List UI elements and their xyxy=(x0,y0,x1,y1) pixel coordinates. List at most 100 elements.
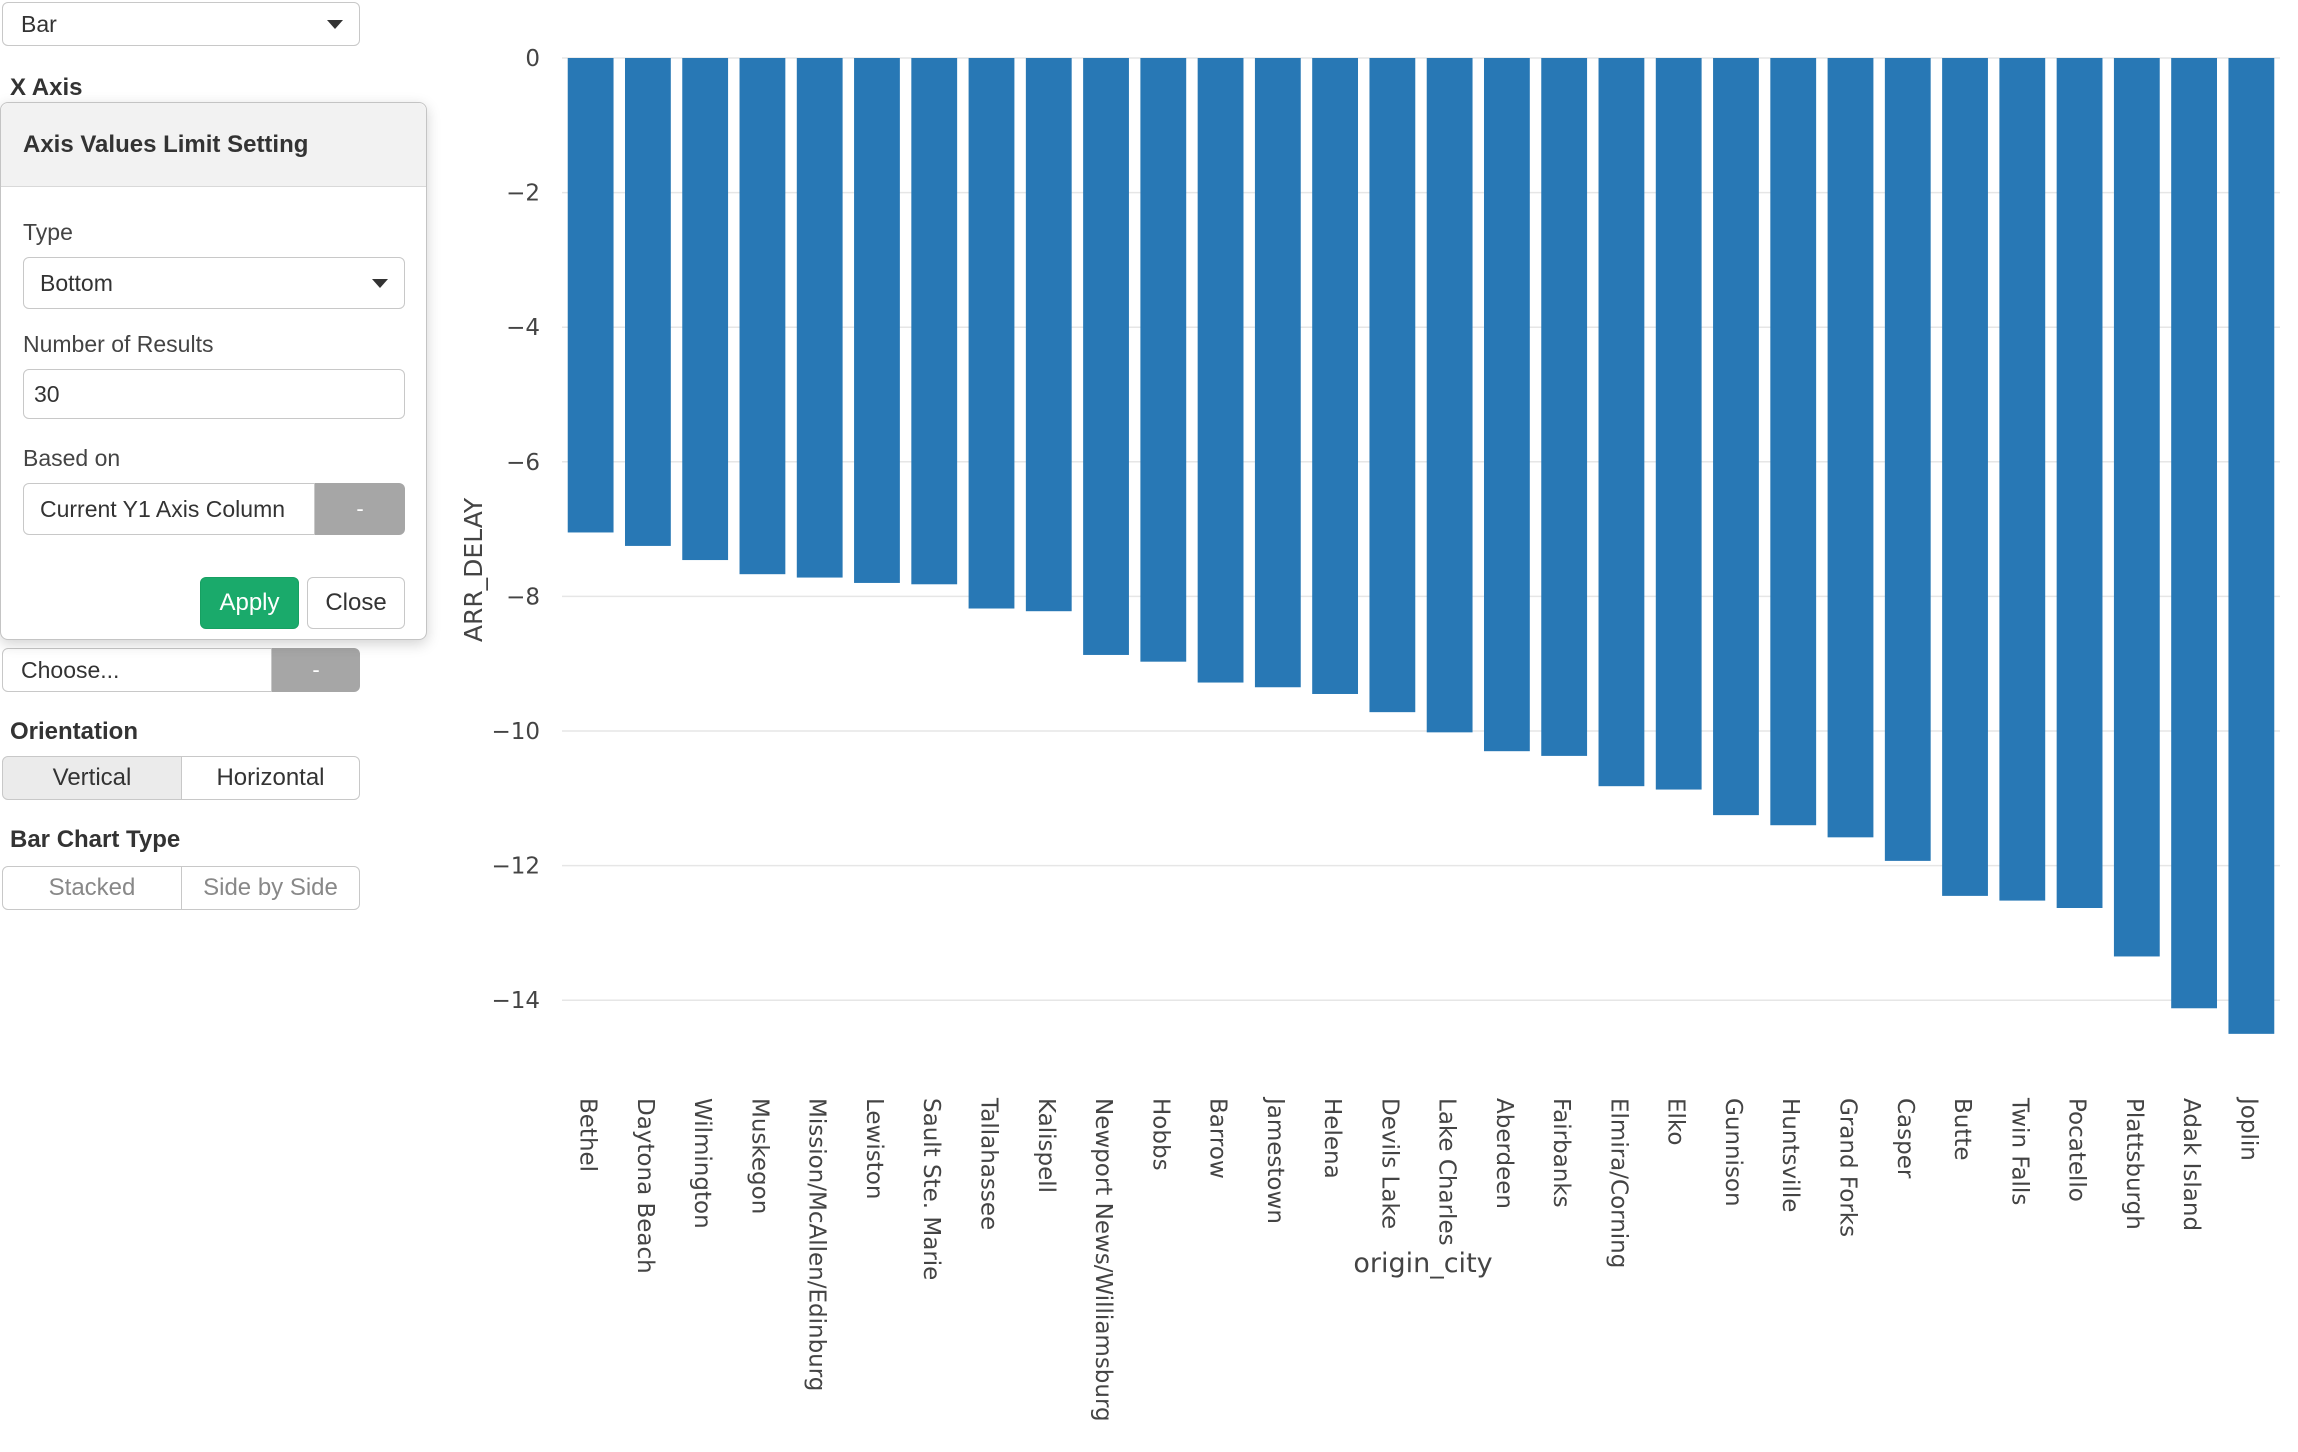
x-tick-label: Joplin xyxy=(2235,1096,2261,1161)
x-tick-label: Lake Charles xyxy=(1434,1098,1460,1246)
based-on-select[interactable]: Current Y1 Axis Column xyxy=(23,483,315,535)
y-tick-label: 0 xyxy=(525,46,540,72)
x-tick-label: Pocatello xyxy=(2064,1098,2090,1202)
bar[interactable] xyxy=(1942,58,1988,896)
bar[interactable] xyxy=(1884,58,1931,861)
bar[interactable] xyxy=(1369,58,1416,713)
y-tick-label: −2 xyxy=(506,181,540,207)
y-tick-label: −4 xyxy=(506,315,540,341)
bar[interactable] xyxy=(624,58,671,546)
bar[interactable] xyxy=(1713,58,1759,816)
chevron-down-icon xyxy=(327,20,343,29)
bar[interactable] xyxy=(854,58,900,583)
bar[interactable] xyxy=(1655,58,1702,790)
number-of-results-input[interactable]: 30 xyxy=(23,369,405,419)
bar-type-side-by-side-button[interactable]: Side by Side xyxy=(181,866,360,910)
bar[interactable] xyxy=(1999,58,2046,901)
x-tick-label: Wilmington xyxy=(689,1098,715,1229)
x-tick-label: Gunnison xyxy=(1720,1098,1746,1207)
x-tick-label: Barrow xyxy=(1205,1098,1231,1179)
bar[interactable] xyxy=(2113,58,2160,957)
bar[interactable] xyxy=(1140,58,1187,662)
x-tick-label: Casper xyxy=(1892,1098,1918,1179)
x-tick-label: Plattsburgh xyxy=(2121,1098,2147,1230)
x-tick-label: Huntsville xyxy=(1777,1098,1803,1212)
x-tick-label: Adak Island xyxy=(2178,1098,2204,1231)
bar[interactable] xyxy=(1254,58,1301,688)
orientation-vertical-button[interactable]: Vertical xyxy=(2,756,182,800)
apply-button[interactable]: Apply xyxy=(200,577,299,629)
x-axis-label: X Axis xyxy=(10,74,83,101)
x-tick-label: Lewiston xyxy=(861,1098,887,1199)
x-tick-label: Aberdeen xyxy=(1491,1098,1517,1209)
x-tick-label: Elmira/Corning xyxy=(1605,1098,1631,1268)
bar[interactable] xyxy=(1770,58,1817,826)
bar[interactable] xyxy=(739,58,786,575)
bar[interactable] xyxy=(2171,58,2218,1009)
bar-chart-type-label: Bar Chart Type xyxy=(10,826,181,853)
x-tick-label: Sault Ste. Marie xyxy=(918,1098,944,1280)
bar[interactable] xyxy=(682,58,729,561)
x-tick-label: Grand Forks xyxy=(1835,1098,1861,1237)
x-tick-label: Twin Falls xyxy=(2006,1097,2032,1205)
x-tick-label: Daytona Beach xyxy=(632,1098,658,1274)
bar[interactable] xyxy=(1541,58,1588,756)
bar[interactable] xyxy=(911,58,958,585)
x-tick-label: Devils Lake xyxy=(1376,1098,1402,1229)
limit-type-select[interactable]: Bottom xyxy=(23,257,405,309)
x-tick-label: Hobbs xyxy=(1147,1098,1173,1171)
based-on-label: Based on xyxy=(23,445,121,471)
chart-type-select-value: Bar xyxy=(21,10,57,37)
x-tick-label: Newport News/Williamsburg xyxy=(1090,1098,1116,1422)
x-tick-label: Kalispell xyxy=(1033,1098,1059,1193)
color-by-value: Choose... xyxy=(21,656,120,683)
axis-values-limit-popover: Axis Values Limit Setting Type Bottom Nu… xyxy=(0,102,427,640)
orientation-horizontal-button[interactable]: Horizontal xyxy=(181,756,360,800)
bars xyxy=(567,58,2275,1034)
based-on-value: Current Y1 Axis Column xyxy=(40,495,286,522)
bar[interactable] xyxy=(1083,58,1129,655)
bar[interactable] xyxy=(1197,58,1244,683)
y-ticks: 0 −2 −4 −6 −8 −10 −12 −14 xyxy=(491,46,540,1014)
x-ticks: Bethel Daytona Beach Wilmington Muskegon Mis… xyxy=(575,1096,2262,1422)
x-tick-label: Tallahassee xyxy=(976,1097,1002,1230)
y-tick-label: −10 xyxy=(491,719,540,745)
orientation-label: Orientation xyxy=(10,718,139,745)
x-tick-label: Muskegon xyxy=(746,1098,772,1214)
bar[interactable] xyxy=(1426,58,1473,733)
y-tick-label: −8 xyxy=(506,584,540,610)
number-of-results-value: 30 xyxy=(34,380,60,407)
number-of-results-label: Number of Results xyxy=(23,331,214,357)
x-tick-label: Bethel xyxy=(575,1098,601,1172)
color-by-clear-button[interactable]: - xyxy=(272,648,360,692)
x-tick-label: Helena xyxy=(1319,1098,1345,1179)
type-label: Type xyxy=(23,219,73,245)
based-on-clear-button[interactable]: - xyxy=(315,483,405,535)
bar[interactable] xyxy=(2228,58,2275,1034)
y-tick-label: −12 xyxy=(491,854,540,880)
bar[interactable] xyxy=(2056,58,2103,908)
chart-type-select[interactable]: Bar xyxy=(2,2,360,46)
x-tick-label: Mission/McAllen/Edinburg xyxy=(804,1098,830,1391)
bar[interactable] xyxy=(1312,58,1359,694)
bar[interactable] xyxy=(968,58,1015,609)
limit-type-value: Bottom xyxy=(40,269,113,296)
bar[interactable] xyxy=(1827,58,1874,838)
bar[interactable] xyxy=(796,58,843,578)
bar[interactable] xyxy=(1025,58,1072,612)
bar-type-stacked-button[interactable]: Stacked xyxy=(2,866,182,910)
color-by-select[interactable]: Choose... xyxy=(2,648,272,692)
bar[interactable] xyxy=(1598,58,1645,787)
popover-title: Axis Values Limit Setting xyxy=(1,103,426,187)
x-axis-title: origin_city xyxy=(1353,1248,1492,1279)
x-tick-label: Butte xyxy=(1949,1098,1975,1161)
settings-sidebar: Bar X Axis Axis Values Limit Setting Typ… xyxy=(0,0,440,1452)
bar[interactable] xyxy=(1483,58,1530,752)
close-button[interactable]: Close xyxy=(307,577,405,629)
x-tick-label: Jamestown xyxy=(1262,1096,1288,1224)
bar[interactable] xyxy=(567,58,614,533)
chevron-down-icon xyxy=(372,279,388,288)
bar-chart: 0 −2 −4 −6 −8 −10 −12 −14 Bethel Daytona Beach Wi… xyxy=(459,46,2280,1422)
gridlines xyxy=(562,57,2280,1001)
x-tick-label: Fairbanks xyxy=(1548,1098,1574,1208)
